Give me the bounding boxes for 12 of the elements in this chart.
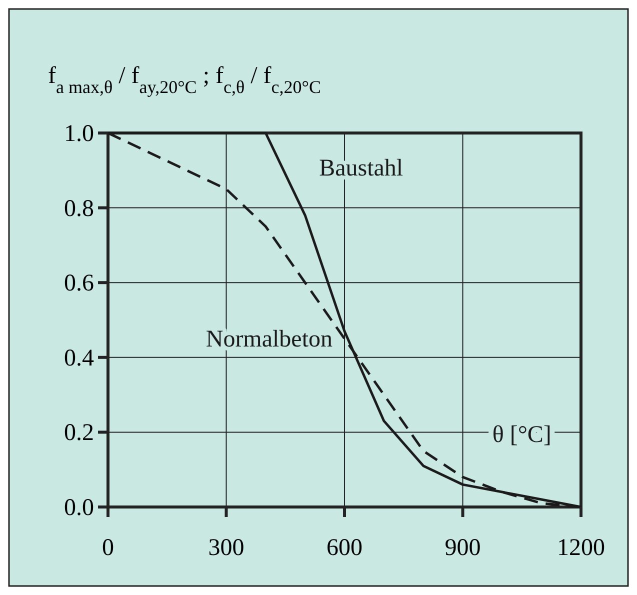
y-tick-label: 0.6 xyxy=(64,270,94,297)
x-tick-label: 1200 xyxy=(557,535,605,561)
x-tick-label: 600 xyxy=(326,535,362,561)
x-tick-label: 900 xyxy=(444,535,481,561)
y-axis-title: f$_{a max,θ}$ / f$_{ay,20°C}$ ; f$_{c,θ}$ / f$_{c,20°C}$ xyxy=(48,63,321,97)
y-tick-label: 1.0 xyxy=(64,121,94,147)
y-tick-label: 0.2 xyxy=(64,420,94,446)
y-tick-label: 0.0 xyxy=(64,495,94,521)
x-tick-label: 300 xyxy=(208,535,244,561)
y-tick-label: 0.8 xyxy=(64,196,94,222)
y-tick-label: 0.4 xyxy=(64,345,94,372)
x-tick-label: 0 xyxy=(102,535,114,561)
